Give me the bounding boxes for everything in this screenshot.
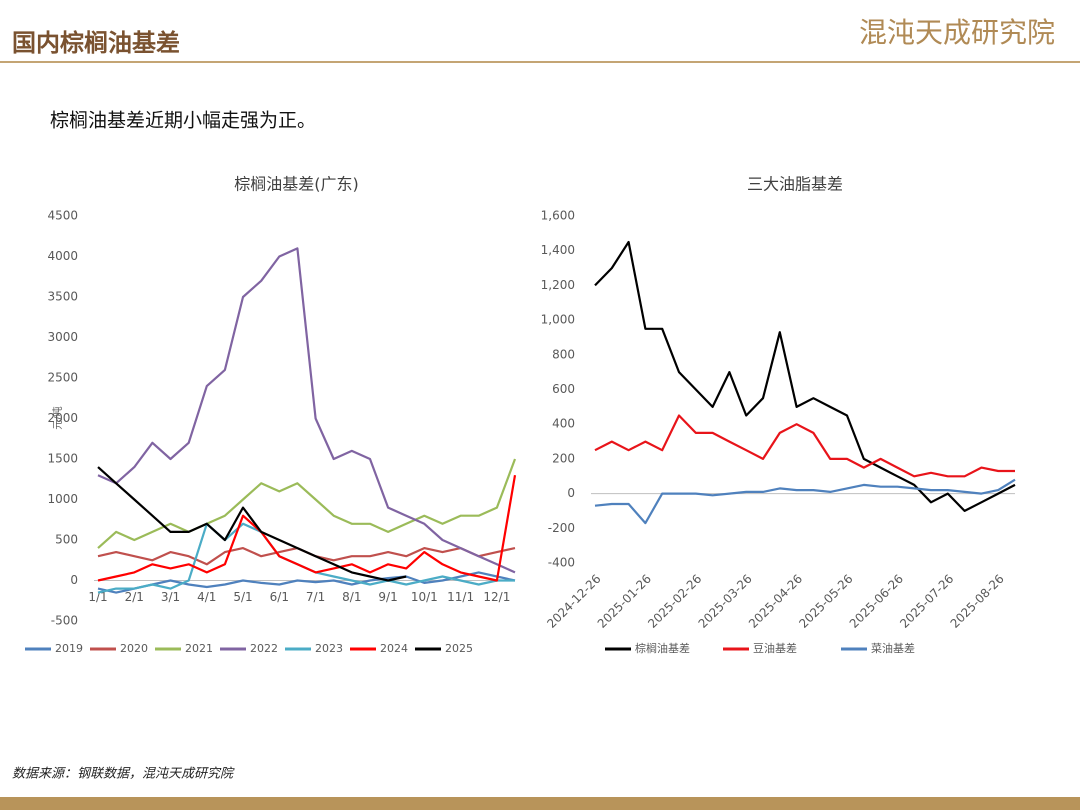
chart-title: 棕榈油基差(广东): [234, 175, 359, 194]
series-line: [97, 458, 517, 549]
y-tick-label: 200: [552, 451, 575, 465]
y-tick-label: 2500: [47, 371, 78, 385]
y-axis-label: 元/吨: [51, 406, 64, 429]
y-tick-label: 600: [552, 382, 575, 396]
header-title: 国内棕榈油基差: [12, 29, 180, 57]
header-rule: [0, 61, 1080, 63]
x-tick-label: 1/1: [88, 590, 107, 604]
x-tick-label: 11/1: [447, 590, 474, 604]
y-tick-label: -500: [51, 614, 78, 628]
y-tick-label: 400: [552, 417, 575, 431]
series-line: [97, 547, 516, 566]
y-tick-label: 1,200: [541, 278, 575, 292]
y-tick-label: 3500: [47, 290, 78, 304]
series-line: [594, 414, 1015, 478]
x-tick-label: 6/1: [270, 590, 289, 604]
x-tick-label: 2/1: [125, 590, 144, 604]
series-line: [97, 466, 407, 582]
y-tick-label: 0: [70, 573, 78, 587]
legend-label: 2021: [185, 642, 213, 655]
chart-title: 三大油脂基差: [747, 175, 843, 194]
series-line: [97, 571, 516, 594]
x-tick-label: 8/1: [342, 590, 361, 604]
legend-label: 2023: [315, 642, 343, 655]
legend-label: 2024: [380, 642, 408, 655]
y-tick-label: -400: [548, 556, 575, 570]
legend-label: 豆油基差: [753, 641, 797, 655]
legend-label: 2019: [55, 642, 83, 655]
y-tick-label: 500: [55, 533, 78, 547]
series-line: [97, 247, 516, 574]
x-tick-label: 7/1: [306, 590, 325, 604]
legend-label: 2025: [445, 642, 473, 655]
y-tick-label: 1,400: [541, 243, 575, 257]
y-tick-label: 1,600: [541, 209, 575, 223]
legend-label: 2020: [120, 642, 148, 655]
subtitle: 棕榈油基差近期小幅走强为正。: [50, 110, 316, 132]
y-tick-label: 4500: [47, 209, 78, 223]
y-tick-label: 800: [552, 347, 575, 361]
y-tick-label: 1500: [47, 452, 78, 466]
x-tick-label: 5/1: [233, 590, 252, 604]
series-line: [97, 475, 517, 582]
y-tick-label: 4000: [47, 249, 78, 263]
series-line: [594, 240, 1016, 512]
x-tick-label: 2025-08-26: [948, 572, 1007, 631]
x-tick-label: 3/1: [161, 590, 180, 604]
y-tick-label: 0: [567, 486, 575, 500]
footer-bar: [0, 797, 1080, 810]
logo: 混沌天成研究院: [859, 16, 1055, 49]
y-tick-label: 1000: [47, 492, 78, 506]
legend-label: 菜油基差: [871, 641, 915, 655]
legend-label: 2022: [250, 642, 278, 655]
y-tick-label: 2000: [47, 411, 78, 425]
y-tick-label: 3000: [47, 330, 78, 344]
source: 数据来源：钢联数据，混沌天成研究院: [12, 766, 235, 782]
x-tick-label: 10/1: [411, 590, 438, 604]
y-tick-label: -200: [548, 521, 575, 535]
legend-label: 棕榈油基差: [635, 641, 690, 655]
series-line: [594, 478, 1016, 525]
x-tick-label: 12/1: [483, 590, 510, 604]
x-tick-label: 4/1: [197, 590, 216, 604]
x-tick-label: 9/1: [378, 590, 397, 604]
y-tick-label: 1,000: [541, 313, 575, 327]
